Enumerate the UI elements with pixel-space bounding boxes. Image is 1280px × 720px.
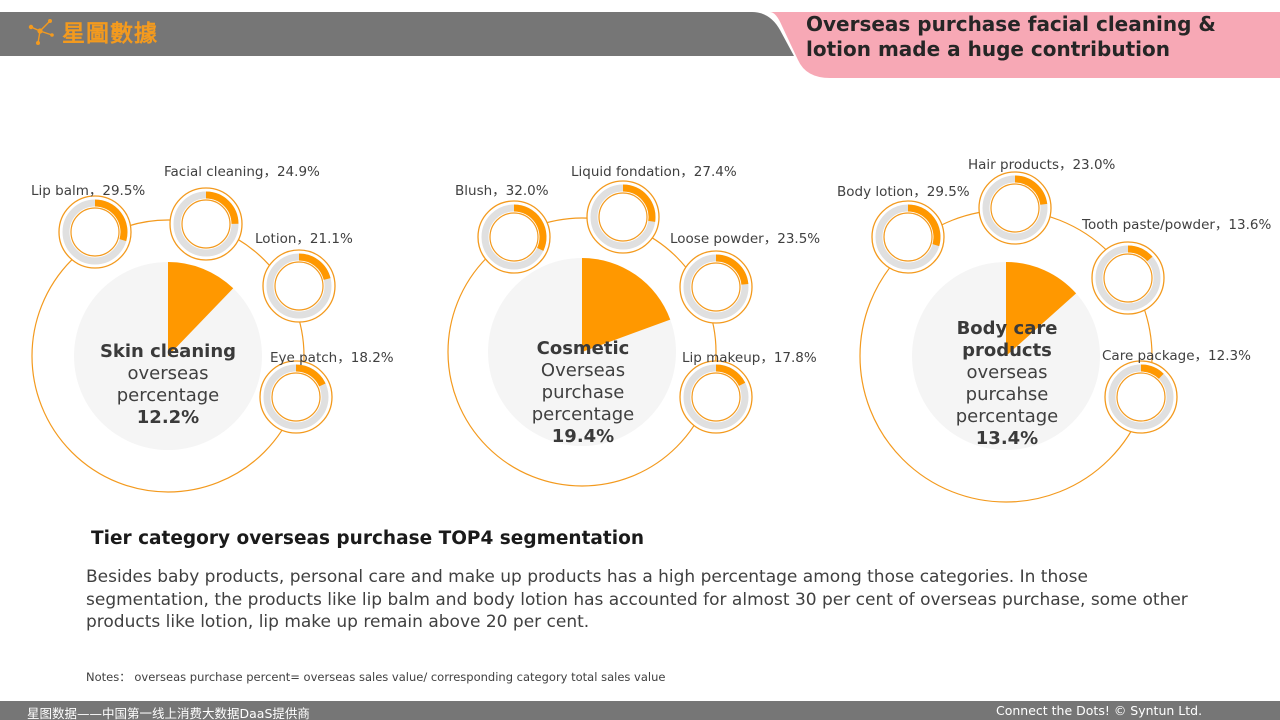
center-desc: purcahse: [965, 384, 1049, 405]
donut-inner-ring: [489, 212, 539, 262]
segment-label: Facial cleaning，24.9%: [164, 164, 320, 180]
footer-copyright: Connect the Dots! © Syntun Ltd.: [996, 703, 1203, 718]
center-percent: 12.2%: [136, 407, 200, 428]
donut-outer-ring: [1091, 241, 1165, 315]
center-category: products: [962, 340, 1052, 361]
page-title: Overseas purchase facial cleaning & loti…: [806, 12, 1276, 62]
notes: Notes： overseas purchase percent= overse…: [86, 670, 666, 684]
segment-label: Hair products，23.0%: [968, 157, 1116, 173]
footer-tagline: 星图数据——中国第一线上消费大数据DaaS提供商: [27, 706, 310, 720]
donut-inner-ring: [274, 261, 324, 311]
donut-value-arc: [622, 184, 656, 222]
segment-label: Body lotion，29.5%: [837, 184, 970, 200]
donut-value-arc: [295, 364, 326, 387]
segment-label: Tooth paste/powder，13.6%: [1082, 217, 1272, 233]
page-title-text: Overseas purchase facial cleaning & loti…: [806, 12, 1216, 61]
segment-label: Eye patch，18.2%: [270, 350, 394, 366]
section-title: Tier category overseas purchase TOP4 seg…: [91, 528, 644, 549]
donut-value-arc: [715, 254, 749, 285]
header-shape: [0, 12, 1280, 78]
donut-outer-ring: [259, 360, 333, 434]
donut-outer-ring: [477, 200, 551, 274]
segment-label: Care package，12.3%: [1102, 348, 1251, 364]
logo: 星圖數據: [26, 14, 158, 48]
center-percent: 19.4%: [551, 426, 615, 447]
donut-outer-ring: [1104, 360, 1178, 434]
donut-inner-ring: [70, 207, 120, 257]
donut-value-arc: [205, 191, 239, 225]
donut-value-arc: [1140, 364, 1164, 379]
donut-value-arc: [1014, 175, 1048, 206]
center-pie-slice: [1006, 262, 1077, 356]
segment-label: Lip makeup，17.8%: [682, 350, 817, 366]
center-desc: Overseas: [540, 360, 626, 381]
donut-value-arc: [907, 204, 941, 247]
donut-inner-ring: [181, 199, 231, 249]
donut-inner-ring: [883, 212, 933, 262]
header-bar: [0, 12, 1280, 78]
segment-label: Loose powder，23.5%: [670, 231, 821, 247]
donut-inner-ring: [691, 262, 741, 312]
center-category: Body care: [956, 318, 1058, 339]
center-desc: purchase: [541, 382, 625, 403]
donut-outer-ring: [586, 180, 660, 254]
segment-label: Lip balm，29.5%: [31, 183, 146, 199]
center-category: Skin cleaning: [99, 341, 237, 362]
segment-label: Blush，32.0%: [455, 183, 549, 199]
segment-label: Liquid fondation，27.4%: [571, 164, 737, 180]
center-category: Cosmetic: [536, 338, 630, 359]
donut-value-arc: [298, 253, 331, 281]
center-percent: 13.4%: [975, 428, 1039, 449]
center-desc: percentage: [531, 404, 635, 425]
donut-value-arc: [513, 204, 547, 251]
center-desc: percentage: [955, 406, 1059, 427]
orbit-ring: [31, 219, 305, 493]
donut-outer-ring: [978, 171, 1052, 245]
logo-text: 星圖數據: [62, 21, 158, 47]
section-body: Besides baby products, personal care and…: [86, 567, 1188, 632]
donut-value-arc: [715, 364, 746, 387]
donut-outer-ring: [58, 195, 132, 269]
donut-outer-ring: [679, 250, 753, 324]
donut-inner-ring: [1116, 372, 1166, 422]
center-pie-slice: [582, 258, 671, 352]
donut-value-arc: [94, 199, 128, 242]
center-label-skin-cleaning: Skin cleaning overseas percentage 12.2%: [78, 341, 258, 429]
donut-outer-ring: [262, 249, 336, 323]
donut-inner-ring: [271, 372, 321, 422]
center-desc: overseas: [127, 363, 209, 384]
center-label-cosmetic: Cosmetic Overseas purchase percentage 19…: [493, 338, 673, 448]
donut-inner-ring: [1103, 253, 1153, 303]
center-desc: overseas: [966, 362, 1048, 383]
donut-inner-ring: [598, 192, 648, 242]
segment-label: Lotion，21.1%: [255, 231, 353, 247]
center-label-body-care: Body care products overseas purcahse per…: [917, 318, 1097, 450]
donut-inner-ring: [990, 183, 1040, 233]
constellation-icon: [28, 19, 54, 45]
footer-bar: 星图数据——中国第一线上消费大数据DaaS提供商 Connect the Dot…: [0, 701, 1280, 720]
donut-outer-ring: [679, 360, 753, 434]
donut-outer-ring: [169, 187, 243, 261]
donut-value-arc: [1127, 245, 1153, 262]
donut-outer-ring: [871, 200, 945, 274]
center-pie-slice: [168, 262, 234, 356]
orbit-ring: [447, 217, 717, 487]
center-desc: percentage: [116, 385, 220, 406]
donut-inner-ring: [691, 372, 741, 422]
